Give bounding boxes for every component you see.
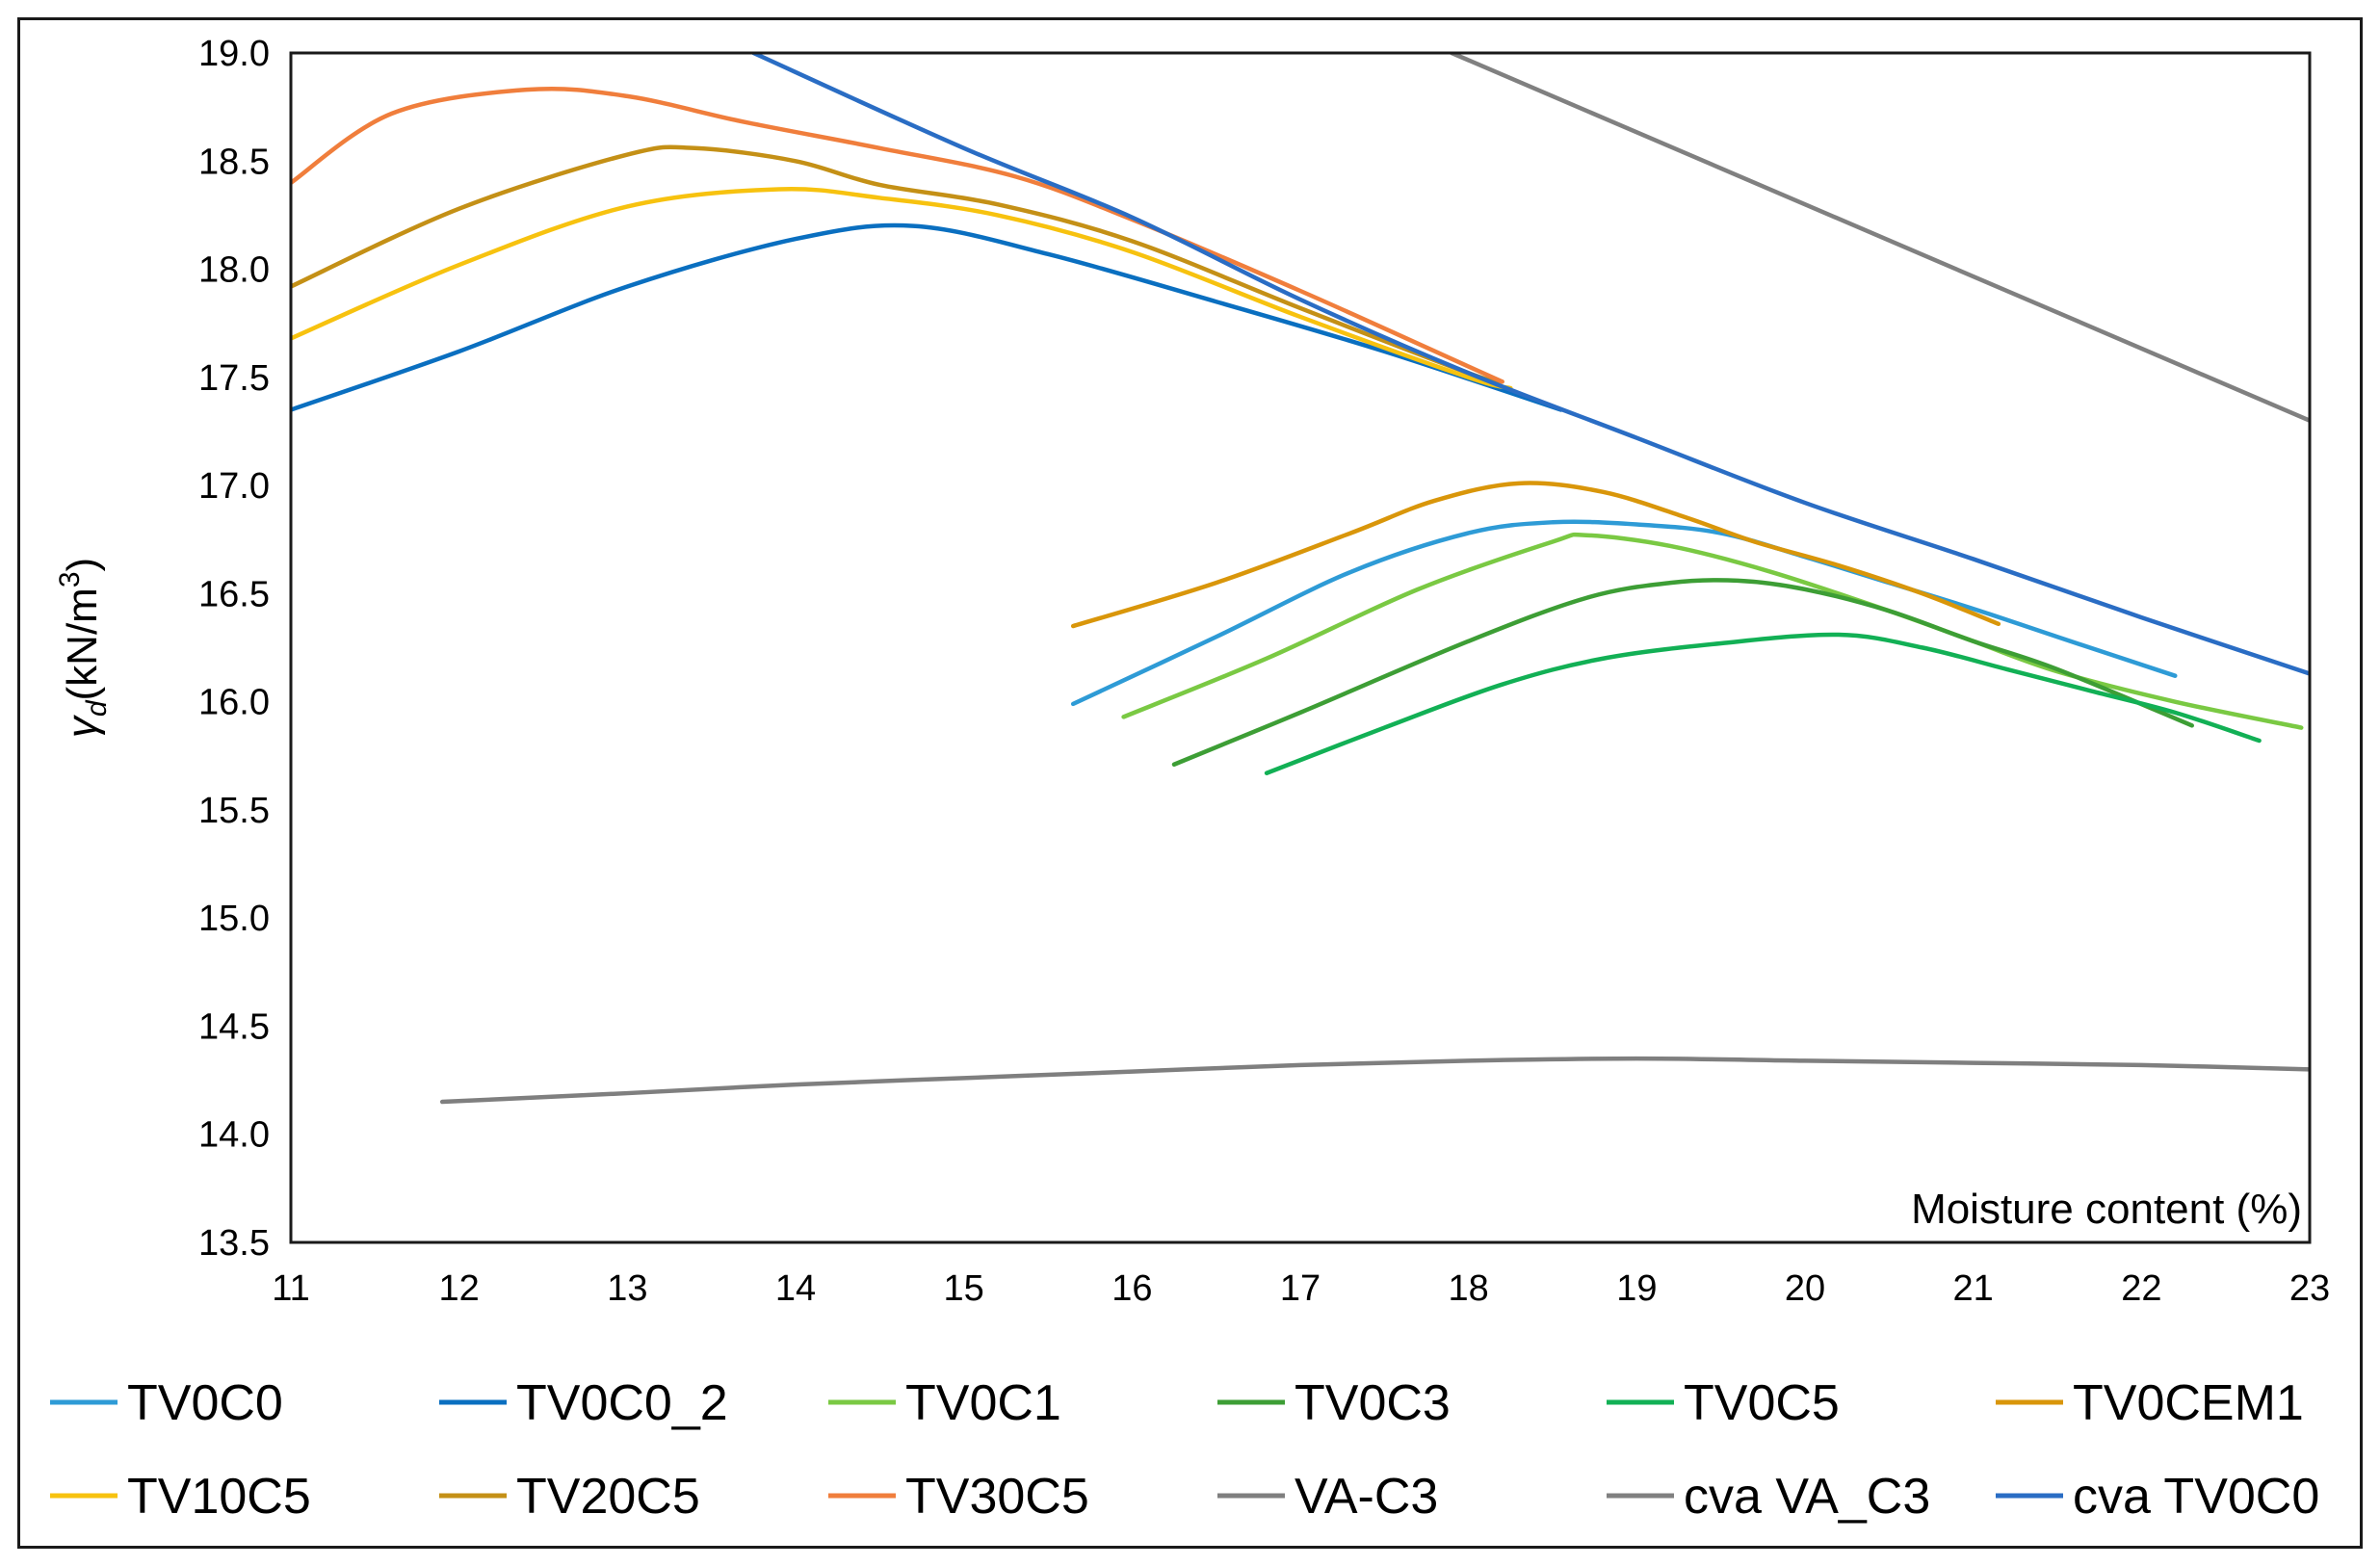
series-line-tv20c5 [291,144,1504,384]
series-line-tv0c0-2 [291,222,1563,412]
legend-label-va-c3: VA-C3 [1295,1469,1438,1525]
y-tick-label: 16.0 [198,683,270,723]
series-lines [291,53,2310,1105]
legend-label-tv0c5: TV0C5 [1684,1375,1840,1431]
legend-label-tv0c0-2: TV0C0_2 [516,1375,728,1431]
y-axis-symbol: γ [59,714,106,738]
x-tick-label: 13 [607,1268,647,1309]
y-tick-label: 17.5 [198,358,270,399]
y-tick-label: 18.0 [198,250,270,291]
x-tick-label: 18 [1449,1268,1489,1309]
y-axis-unit: (kN/m [59,587,106,700]
y-tick-label: 18.5 [198,142,270,182]
y-tick-label: 13.5 [198,1223,270,1264]
legend-label-cva-tv0c0: cva TV0C0 [2073,1469,2319,1525]
y-tick-label: 16.5 [198,574,270,614]
plot-area-border [289,51,2312,1244]
y-tick-label: 14.0 [198,1115,270,1156]
x-axis-title: Moisture content (%) [1911,1186,2302,1233]
x-tick-label: 16 [1112,1268,1152,1309]
x-tick-label: 22 [2121,1268,2161,1309]
x-tick-label: 23 [2289,1268,2330,1309]
y-axis-title: γd(kN/m3) [54,558,113,738]
series-line-cva-va-c3 [1449,53,2310,423]
y-tick-label: 19.0 [198,34,270,74]
y-axis-ticks: 13.5 14.0 14.5 15.0 15.5 16.0 16.5 17.0 17.5 18.0… [198,34,270,1264]
x-axis-ticks: 11 12 13 14 15 16 17 18 19 20 21 22 23 [272,1268,2330,1309]
series-line-cva-tv0c0 [751,53,2310,676]
x-tick-label: 17 [1280,1268,1321,1309]
x-tick-label: 11 [272,1268,309,1309]
legend-label-tv20c5: TV20C5 [516,1469,700,1525]
x-tick-label: 14 [775,1268,816,1309]
legend-label-tv30c5: TV30C5 [905,1469,1089,1525]
series-line-tv0c0 [1070,519,2178,707]
y-axis-close: ) [59,558,106,572]
y-axis-subscript: d [81,699,113,717]
x-tick-label: 20 [1785,1268,1825,1309]
legend-label-cva-va-c3: cva VA_C3 [1684,1469,1930,1525]
x-tick-label: 15 [944,1268,984,1309]
series-line-tv10c5 [291,186,1513,391]
x-tick-label: 19 [1616,1268,1657,1309]
series-line-tv0c5 [1264,632,2262,775]
x-tick-label: 21 [1953,1268,1994,1309]
y-tick-label: 15.5 [198,791,270,831]
legend-label-tv0c0: TV0C0 [127,1375,283,1431]
legend-label-tv0c3: TV0C3 [1295,1375,1451,1431]
legend-label-tv0cem1: TV0CEM1 [2073,1375,2304,1431]
x-tick-label: 12 [439,1268,480,1309]
y-tick-label: 14.5 [198,1006,270,1047]
legend-label-tv0c1: TV0C1 [905,1375,1061,1431]
legend-label-tv10c5: TV10C5 [127,1469,311,1525]
legend: TV0C0 TV0C0_2 TV0C1 TV0C3 TV0C5 TV0CEM1 TV10C5… [50,1375,2319,1525]
series-line-tv0c3 [1171,578,2194,768]
y-tick-label: 17.0 [198,466,270,507]
series-line-tv0cem1 [1070,481,2001,629]
y-axis-superscript: 3 [54,571,86,587]
series-line-tv30c5 [291,86,1504,384]
y-tick-label: 15.0 [198,899,270,939]
series-line-va-c3 [439,1056,2310,1105]
